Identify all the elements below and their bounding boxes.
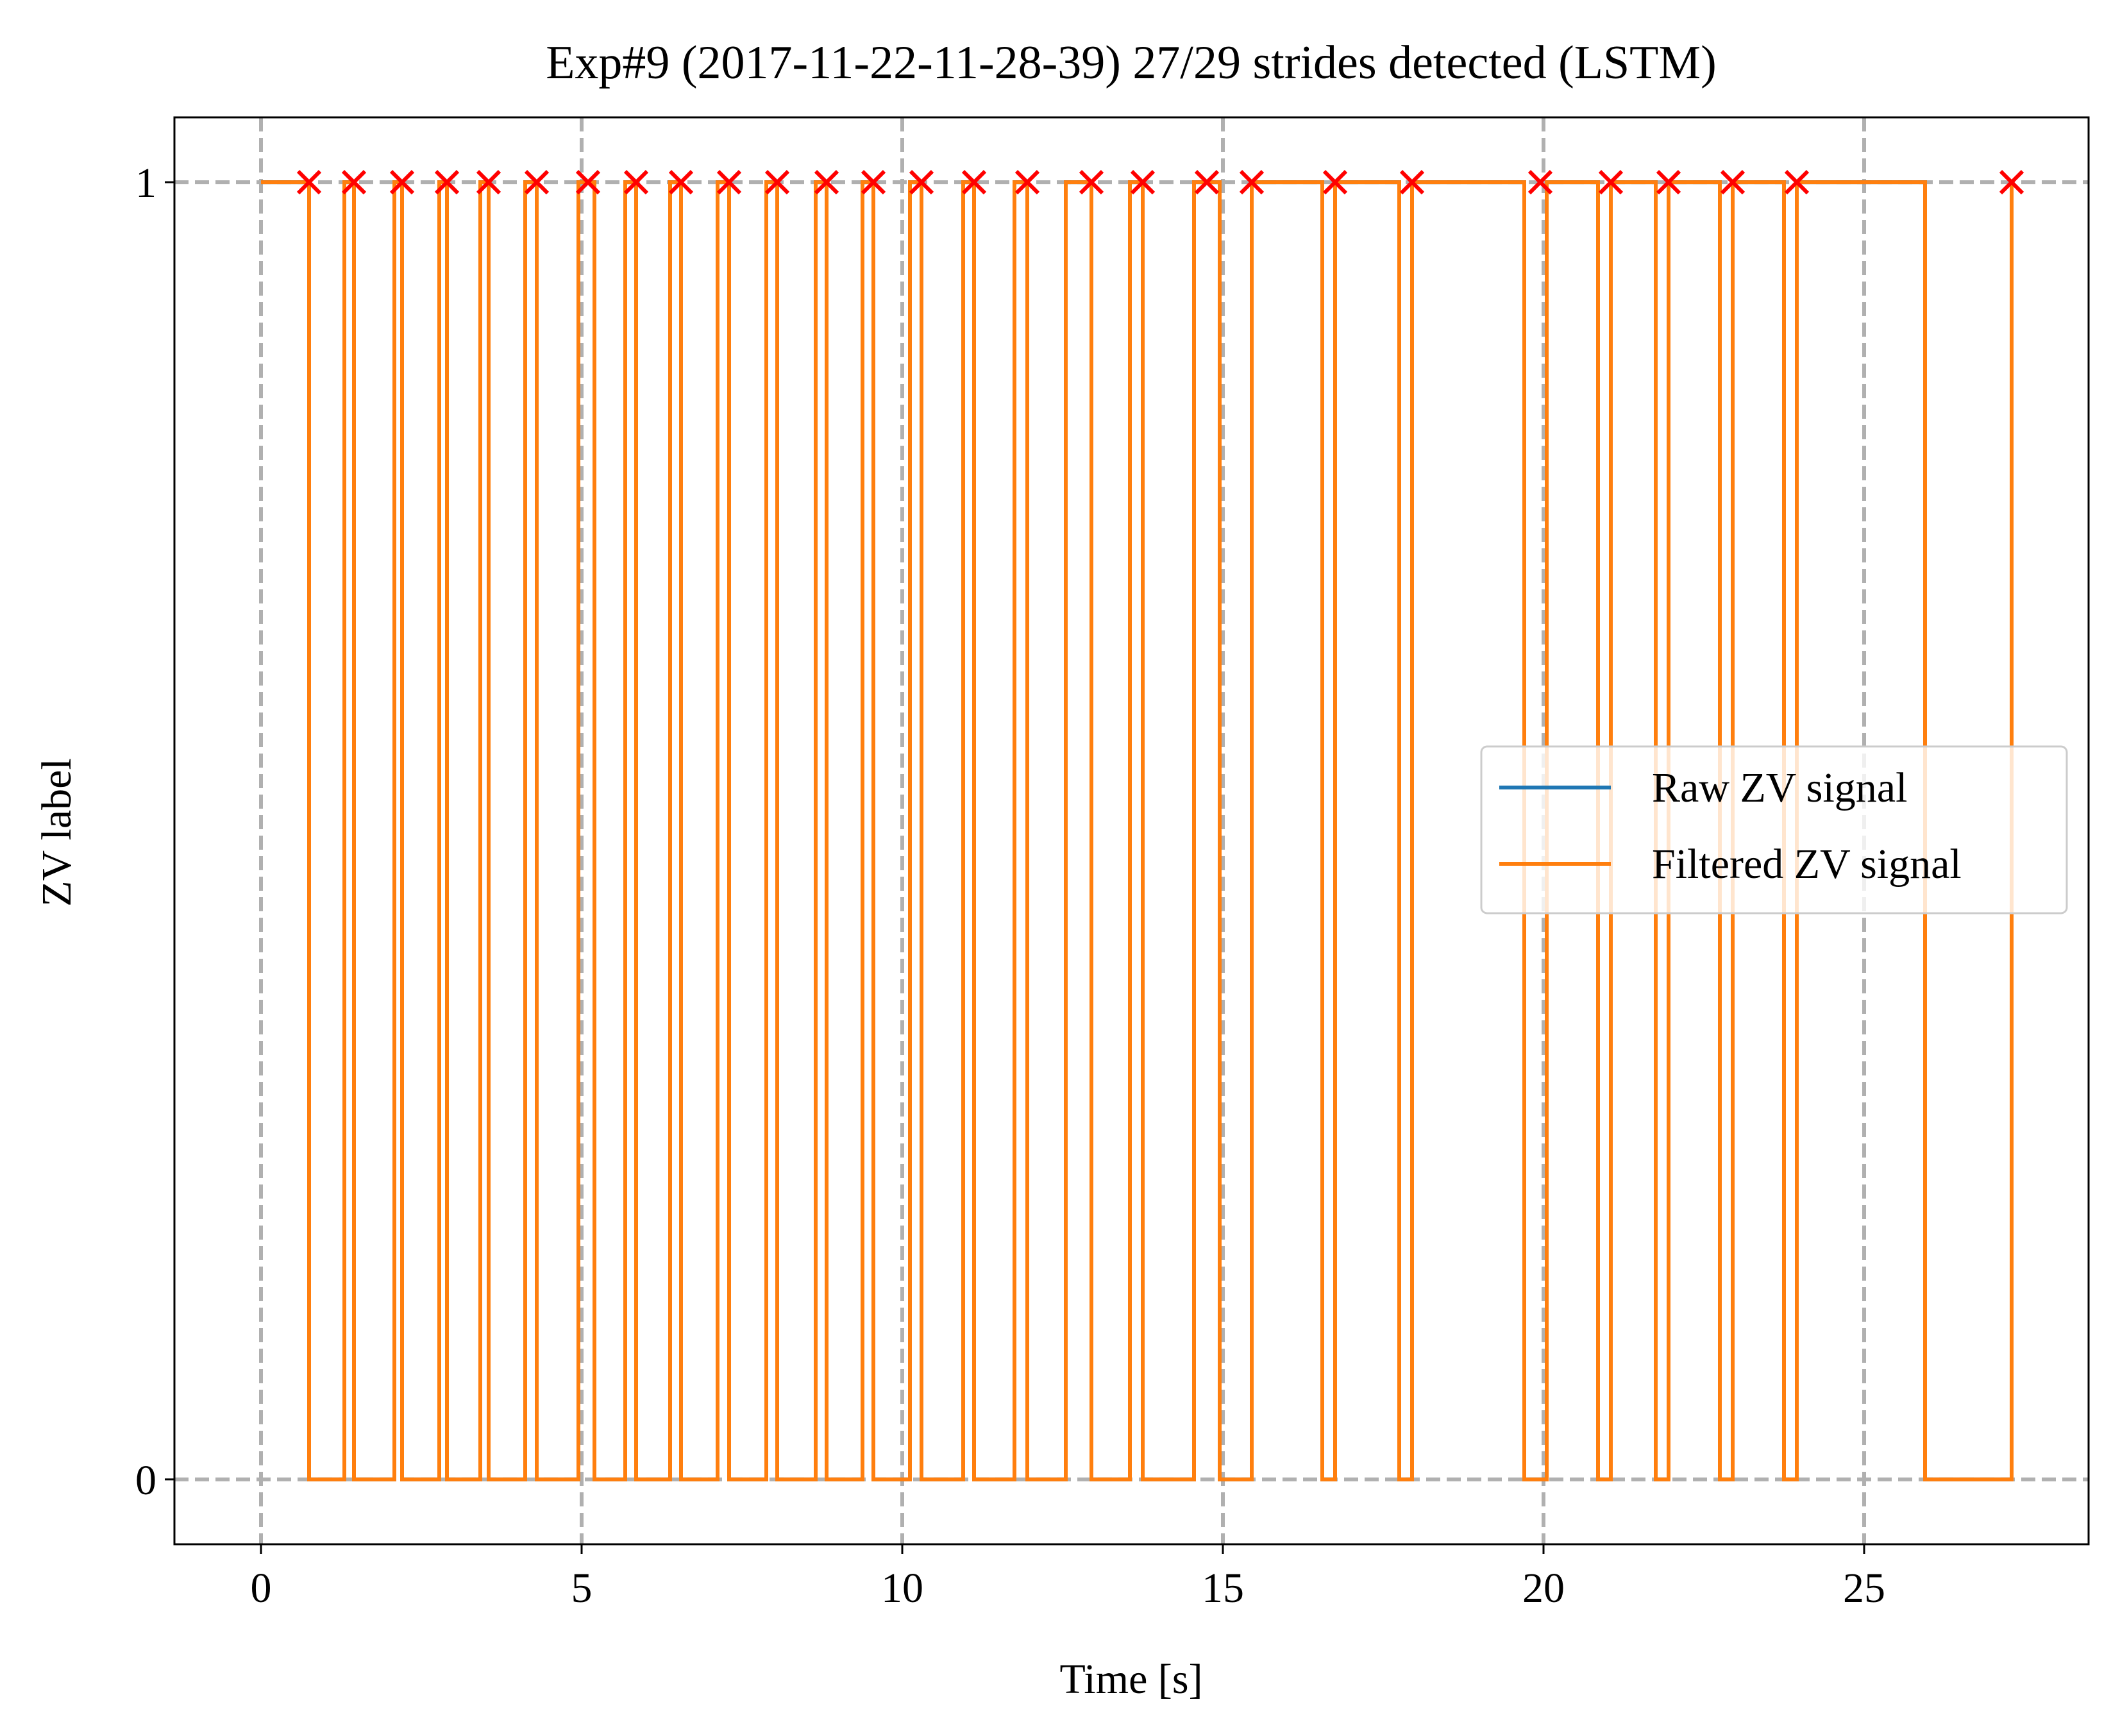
x-tick-label: 0 <box>251 1565 272 1612</box>
stride-marker <box>1194 170 1220 195</box>
stride-marker <box>389 170 415 195</box>
stride-marker <box>909 170 934 195</box>
legend-box <box>1480 745 2068 914</box>
y-tick-label: 0 <box>135 1457 156 1504</box>
x-tick-label: 20 <box>1522 1565 1565 1612</box>
x-tick-label: 15 <box>1202 1565 1244 1612</box>
stride-marker <box>668 170 694 195</box>
stride-markers <box>296 170 2024 195</box>
stride-marker <box>1720 170 1746 195</box>
plot-frame <box>173 116 2090 1546</box>
stride-marker <box>1598 170 1624 195</box>
stride-marker <box>1656 170 1681 195</box>
stride-marker <box>961 170 987 195</box>
series-lines <box>261 180 2014 1481</box>
stride-marker <box>1239 170 1265 195</box>
stride-marker <box>524 170 550 195</box>
legend-label-filtered: Filtered ZV signal <box>1652 841 1962 888</box>
x-tick-label: 5 <box>571 1565 593 1612</box>
stride-marker <box>814 170 839 195</box>
chart-title: Exp#9 (2017-11-22-11-28-39) 27/29 stride… <box>546 37 1717 89</box>
stride-marker <box>1322 170 1348 195</box>
stride-marker <box>623 170 649 195</box>
x-axis-label: Time [s] <box>1059 1656 1202 1703</box>
stride-marker <box>861 170 886 195</box>
stride-marker <box>1527 170 1553 195</box>
stride-marker <box>476 170 501 195</box>
stride-marker <box>1999 170 2024 195</box>
stride-marker <box>1014 170 1040 195</box>
axis-ticks: 0 5 10 15 20 25 0 1 <box>135 160 1885 1612</box>
stride-marker <box>434 170 460 195</box>
legend: Raw ZV signal Filtered ZV signal <box>1480 745 2068 914</box>
stride-marker <box>575 170 601 195</box>
x-tick-label: 10 <box>881 1565 923 1612</box>
stride-marker <box>1130 170 1156 195</box>
series-filtered-zv-signal <box>261 180 2014 1481</box>
stride-marker <box>1399 170 1425 195</box>
stride-marker <box>1079 170 1104 195</box>
stride-marker <box>764 170 790 195</box>
stride-marker <box>341 170 367 195</box>
y-tick-label: 1 <box>135 160 156 206</box>
stride-marker <box>716 170 742 195</box>
y-axis-label: ZV label <box>33 758 80 907</box>
legend-label-raw: Raw ZV signal <box>1652 764 1907 811</box>
stride-marker <box>296 170 322 195</box>
x-tick-label: 25 <box>1843 1565 1885 1612</box>
stride-marker <box>1784 170 1810 195</box>
